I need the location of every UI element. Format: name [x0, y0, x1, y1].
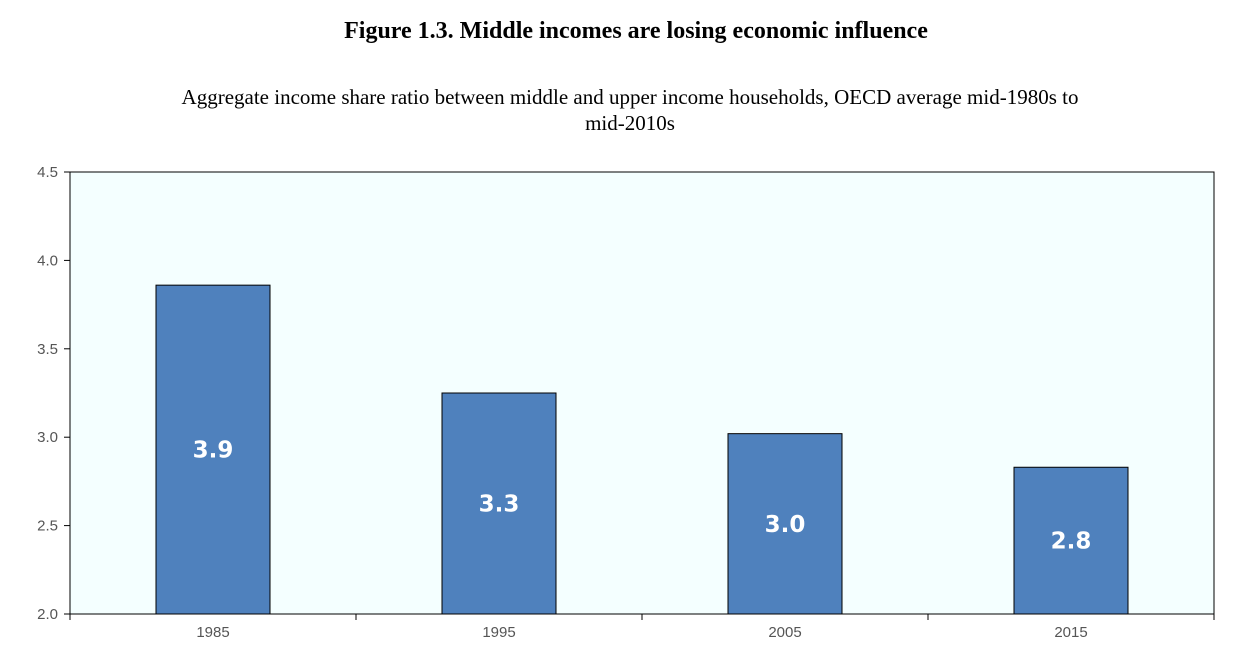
- chart-subtitle: Aggregate income share ratio between mid…: [0, 84, 1260, 136]
- bar-2015: [1013, 466, 1129, 615]
- y-tick-label-3: 3.5: [37, 341, 58, 358]
- bars: [155, 284, 1129, 615]
- data-label-2005: 3.0: [765, 512, 806, 538]
- chart-subtitle-line-1: Aggregate income share ratio between mid…: [181, 85, 1079, 109]
- labels: 3.9 1985 3.3 1995 3.0 2005 2.8 2015 2.0 2.5 3.0 3.5…: [37, 164, 1091, 641]
- x-tick-label-2005: 2005: [768, 624, 801, 641]
- data-label-1995: 3.3: [479, 492, 520, 518]
- x-tick-label-1995: 1995: [482, 624, 515, 641]
- x-tick-label-1985: 1985: [196, 624, 229, 641]
- y-tick-label-2: 3.0: [37, 429, 58, 446]
- bar-1995: [441, 392, 557, 615]
- y-tick-label-4: 4.0: [37, 252, 58, 269]
- chart-subtitle-line-2: mid-2010s: [585, 111, 675, 135]
- chart-title: Figure 1.3. Middle incomes are losing ec…: [344, 18, 928, 44]
- bar-2005: [727, 433, 843, 615]
- data-label-1985: 3.9: [193, 438, 234, 464]
- y-tick-label-1: 2.5: [37, 518, 58, 535]
- y-tick-label-5: 4.5: [37, 164, 58, 181]
- axes: [64, 171, 1215, 620]
- bar-1985: [155, 284, 271, 615]
- y-tick-label-0: 2.0: [37, 606, 58, 623]
- data-label-2015: 2.8: [1051, 529, 1092, 555]
- x-tick-label-2015: 2015: [1054, 624, 1087, 641]
